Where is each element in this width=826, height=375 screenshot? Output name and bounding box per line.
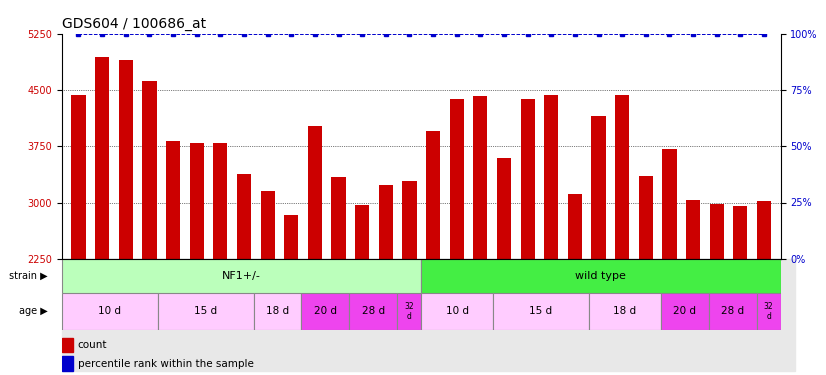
- Text: 15 d: 15 d: [194, 306, 217, 316]
- Bar: [421, 292, 493, 330]
- Bar: [421, 259, 781, 292]
- Bar: [62, 259, 795, 371]
- Text: GDS604 / 100686_at: GDS604 / 100686_at: [62, 17, 206, 32]
- Bar: [473, 96, 487, 375]
- Text: percentile rank within the sample: percentile rank within the sample: [78, 359, 254, 369]
- Text: 28 d: 28 d: [362, 306, 385, 316]
- Text: 10 d: 10 d: [446, 306, 468, 316]
- Text: 10 d: 10 d: [98, 306, 121, 316]
- Text: 18 d: 18 d: [614, 306, 636, 316]
- Bar: [520, 99, 534, 375]
- Bar: [497, 158, 511, 375]
- Bar: [62, 259, 421, 292]
- Text: age ▶: age ▶: [19, 306, 48, 316]
- Bar: [95, 57, 109, 375]
- Bar: [402, 181, 416, 375]
- Text: 20 d: 20 d: [673, 306, 696, 316]
- Bar: [284, 215, 298, 375]
- Bar: [378, 185, 393, 375]
- Bar: [119, 60, 133, 375]
- Bar: [71, 95, 86, 375]
- Bar: [709, 292, 757, 330]
- Bar: [331, 177, 345, 375]
- Bar: [638, 176, 653, 375]
- Bar: [591, 116, 605, 375]
- Text: 15 d: 15 d: [529, 306, 553, 316]
- Text: 32
d: 32 d: [764, 302, 773, 321]
- Bar: [62, 338, 73, 352]
- Bar: [615, 95, 629, 375]
- Bar: [493, 292, 589, 330]
- Text: NF1+/-: NF1+/-: [222, 271, 261, 280]
- Text: 28 d: 28 d: [721, 306, 744, 316]
- Bar: [260, 190, 275, 375]
- Bar: [158, 292, 254, 330]
- Text: count: count: [78, 340, 107, 350]
- Text: 32
d: 32 d: [405, 302, 414, 321]
- Bar: [62, 356, 73, 371]
- Bar: [662, 148, 676, 375]
- Bar: [308, 126, 322, 375]
- Bar: [190, 142, 204, 375]
- Bar: [166, 141, 180, 375]
- Bar: [355, 205, 369, 375]
- Bar: [301, 292, 349, 330]
- Text: strain ▶: strain ▶: [9, 271, 48, 280]
- Bar: [213, 142, 227, 375]
- Text: 18 d: 18 d: [266, 306, 289, 316]
- Bar: [589, 292, 661, 330]
- Bar: [686, 200, 700, 375]
- Bar: [237, 174, 251, 375]
- Bar: [733, 206, 748, 375]
- Bar: [757, 201, 771, 375]
- Bar: [254, 292, 301, 330]
- Bar: [710, 204, 724, 375]
- Text: wild type: wild type: [576, 271, 626, 280]
- Bar: [397, 292, 421, 330]
- Bar: [544, 95, 558, 375]
- Text: 20 d: 20 d: [314, 306, 337, 316]
- Bar: [426, 131, 440, 375]
- Bar: [349, 292, 397, 330]
- Bar: [661, 292, 709, 330]
- Bar: [142, 81, 156, 375]
- Bar: [757, 292, 781, 330]
- Bar: [567, 194, 582, 375]
- Bar: [449, 99, 464, 375]
- Bar: [62, 292, 158, 330]
